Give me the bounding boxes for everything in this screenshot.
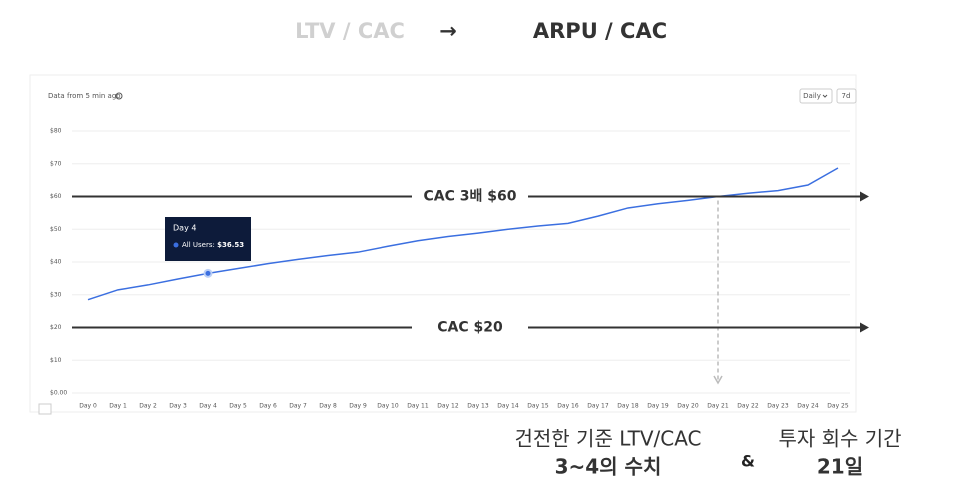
x-tick-label: Day 19 <box>647 403 669 410</box>
reference-label-bg <box>412 318 528 337</box>
daily-label: Daily <box>803 92 821 100</box>
x-tick-label: Day 23 <box>767 403 789 410</box>
x-tick-label: Day 6 <box>259 403 277 410</box>
tooltip-title: Day 4 <box>173 224 196 233</box>
x-tick-label: Day 20 <box>677 403 699 410</box>
reference-label-bg <box>412 187 528 206</box>
x-tick-label: Day 18 <box>617 403 639 410</box>
x-tick-label: Day 21 <box>707 403 729 410</box>
y-tick-label: $30 <box>50 291 62 298</box>
footer-left-1: 건전한 기준 LTV/CAC <box>515 427 702 451</box>
y-tick-label: $40 <box>50 259 62 266</box>
footer-right-2: 21일 <box>817 455 863 479</box>
x-tick-label: Day 10 <box>377 403 399 410</box>
x-tick-label: Day 3 <box>169 403 187 410</box>
chevron <box>822 94 828 98</box>
x-tick-label: Day 22 <box>737 403 759 410</box>
y-tick-label: $80 <box>50 128 62 135</box>
payback-arrowhead <box>713 375 723 385</box>
reference-arrowhead <box>860 191 869 202</box>
scroll-button[interactable] <box>38 403 52 415</box>
x-tick-label: Day 24 <box>797 403 819 410</box>
daily-button[interactable] <box>799 88 833 104</box>
x-tick-label: Day 2 <box>139 403 157 410</box>
x-tick-label: Day 13 <box>467 403 489 410</box>
y-tick-label: $0.00 <box>50 390 67 397</box>
hover-point <box>203 268 213 278</box>
x-tick-label: Day 5 <box>229 403 247 410</box>
footer-and: & <box>741 452 755 471</box>
tooltip-label: All Users: $36.53 <box>182 241 244 249</box>
range-label: 7d <box>842 92 851 100</box>
x-tick-label: Day 7 <box>289 403 307 410</box>
reference-arrowhead <box>860 322 869 333</box>
x-tick-label: Day 11 <box>407 403 429 410</box>
x-tick-label: Day 0 <box>79 403 97 410</box>
tooltip-value: $36.53 <box>217 241 244 249</box>
x-tick-label: Day 12 <box>437 403 459 410</box>
refresh-icon[interactable] <box>115 92 123 100</box>
header-right: ARPU / CAC <box>533 19 667 43</box>
header-left: LTV / CAC <box>295 19 405 43</box>
x-tick-label: Day 25 <box>827 403 849 410</box>
tooltip-series: All Users: <box>182 241 215 249</box>
footer-left-2: 3~4의 수치 <box>555 455 662 479</box>
footer-right-1: 투자 회수 기간 <box>778 427 901 451</box>
x-tick-label: Day 14 <box>497 403 519 410</box>
x-tick-label: Day 4 <box>199 403 217 410</box>
subtitle: Data from 5 min ago <box>48 92 121 100</box>
y-tick-label: $60 <box>50 193 62 200</box>
x-tick-label: Day 1 <box>109 403 127 410</box>
chart-panel <box>29 74 857 413</box>
x-tick-label: Day 16 <box>557 403 579 410</box>
y-tick-label: $10 <box>50 357 62 364</box>
y-tick-label: $20 <box>50 324 62 331</box>
tooltip-swatch <box>173 242 179 248</box>
x-tick-label: Day 8 <box>319 403 337 410</box>
x-tick-label: Day 17 <box>587 403 609 410</box>
x-tick-label: Day 15 <box>527 403 549 410</box>
x-tick-label: Day 9 <box>349 403 367 410</box>
header-arrow: → <box>439 19 457 43</box>
reference-label: CAC $20 <box>437 320 503 336</box>
reference-label: CAC 3배 $60 <box>424 189 517 205</box>
range-button[interactable] <box>836 88 857 104</box>
y-tick-label: $70 <box>50 160 62 167</box>
tooltip <box>165 217 251 261</box>
y-tick-label: $50 <box>50 226 62 233</box>
